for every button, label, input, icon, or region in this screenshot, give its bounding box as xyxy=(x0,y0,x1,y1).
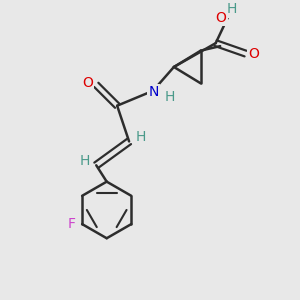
Text: O: O xyxy=(216,11,226,25)
Text: O: O xyxy=(248,46,260,61)
Text: O: O xyxy=(82,76,93,90)
Text: H: H xyxy=(227,2,237,16)
Text: F: F xyxy=(68,217,76,231)
Text: N: N xyxy=(148,85,159,99)
Text: H: H xyxy=(164,90,175,104)
Text: H: H xyxy=(136,130,146,144)
Text: H: H xyxy=(80,154,90,168)
